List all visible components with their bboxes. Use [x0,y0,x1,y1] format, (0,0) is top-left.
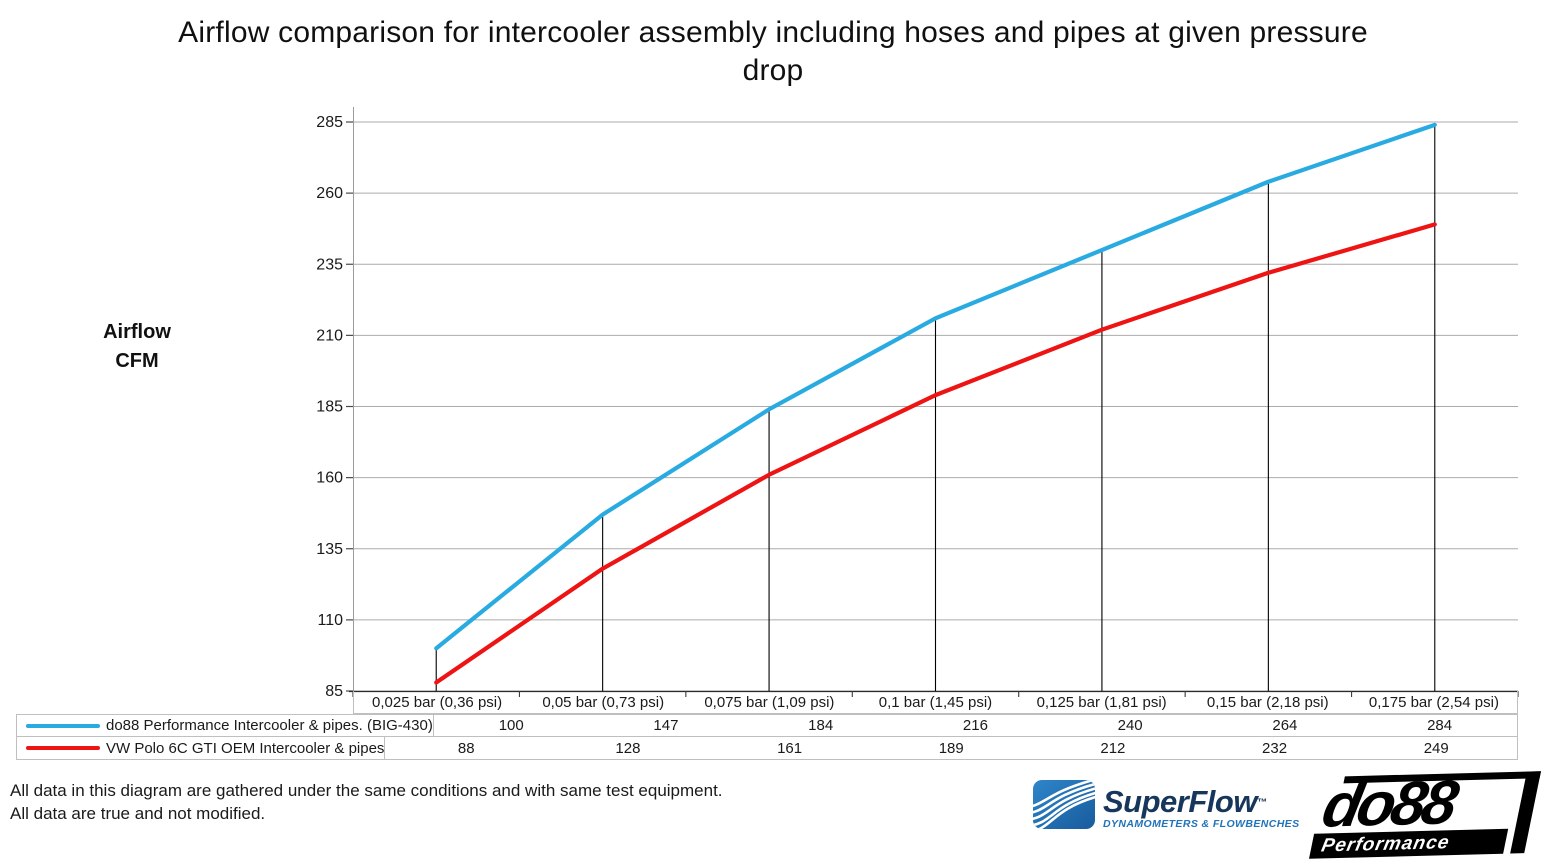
series-value: 128 [615,739,641,757]
series-value: 100 [498,717,524,734]
do88-name: do88 [1316,768,1461,841]
series-value: 88 [457,739,475,757]
series-row-oem: VW Polo 6C GTI OEM Intercooler & pipes 88… [16,737,1518,760]
series-value: 212 [1100,739,1126,757]
superflow-tagline: DYNAMOMETERS & FLOWBENCHES [1103,818,1300,830]
legend-line-swatch [26,723,100,728]
series-line [434,122,1437,651]
series-value: 184 [808,717,834,734]
x-axis-label: 0,15 bar (2,18 psi) [1206,693,1329,711]
y-tick-label: 160 [316,470,343,487]
x-axis-label: 0,175 bar (2,54 psi) [1368,693,1499,711]
series-value: 249 [1423,739,1449,757]
series-value: 284 [1427,717,1453,734]
footer-note-line2: All data are true and not modified. [10,804,266,823]
y-tick-label: 235 [316,256,343,273]
x-axis-labels-row: 0,025 bar (0,36 psi) 0,05 bar (0,73 psi) 0… [353,691,1518,714]
do88-logo: do88 Performance [1309,768,1541,859]
superflow-wordmark: SuperFlow™ DYNAMOMETERS & FLOWBENCHES [1103,780,1299,830]
y-axis-title-line2: CFM [115,350,159,372]
x-axis-label: 0,05 bar (0,73 psi) [542,693,665,711]
superflow-icon [1033,780,1095,829]
series-value: 264 [1272,717,1298,734]
series-name: do88 Performance Intercooler & pipes. (B… [106,717,433,734]
y-tick-label: 110 [317,612,343,629]
y-tick-label: 285 [316,114,343,131]
series-value: 240 [1117,717,1143,734]
y-tick-label: 185 [316,399,343,416]
y-tick-label: 135 [316,541,343,558]
chart-title: Airflow comparison for intercooler assem… [178,16,1368,87]
do88-performance-bar: Performance [1309,828,1508,859]
footer-note: All data in this diagram are gathered un… [10,779,723,825]
y-tick-label: 260 [316,185,343,202]
series-value: 189 [938,739,964,757]
series-value: 147 [653,717,679,734]
y-axis-title: Airflow CFM [57,318,217,376]
superflow-name: SuperFlow [1103,784,1257,819]
x-axis-label: 0,1 bar (1,45 psi) [878,693,993,711]
series-value: 161 [777,739,803,757]
y-tick-label: 85 [325,683,343,700]
y-tick-label: 210 [316,327,343,344]
series-value: 216 [962,717,988,734]
footer-note-line1: All data in this diagram are gathered un… [10,781,723,800]
series-name: VW Polo 6C GTI OEM Intercooler & pipes [106,739,385,757]
do88-tagline: Performance [1319,831,1452,857]
superflow-trademark: ™ [1256,797,1267,809]
series-row-do88: do88 Performance Intercooler & pipes. (B… [16,714,1518,737]
series-line [434,222,1437,685]
y-axis-title-line1: Airflow [103,321,171,343]
superflow-logo: SuperFlow™ DYNAMOMETERS & FLOWBENCHES [1033,780,1299,830]
x-axis-label: 0,025 bar (0,36 psi) [372,693,503,711]
x-axis-label: 0,075 bar (1,09 psi) [704,693,835,711]
legend-cell: do88 Performance Intercooler & pipes. (B… [17,715,434,736]
legend-line-swatch [26,746,100,750]
series-value: 232 [1262,739,1288,757]
legend-cell: VW Polo 6C GTI OEM Intercooler & pipes [17,737,386,759]
x-axis-label: 0,125 bar (1,81 psi) [1036,693,1167,711]
